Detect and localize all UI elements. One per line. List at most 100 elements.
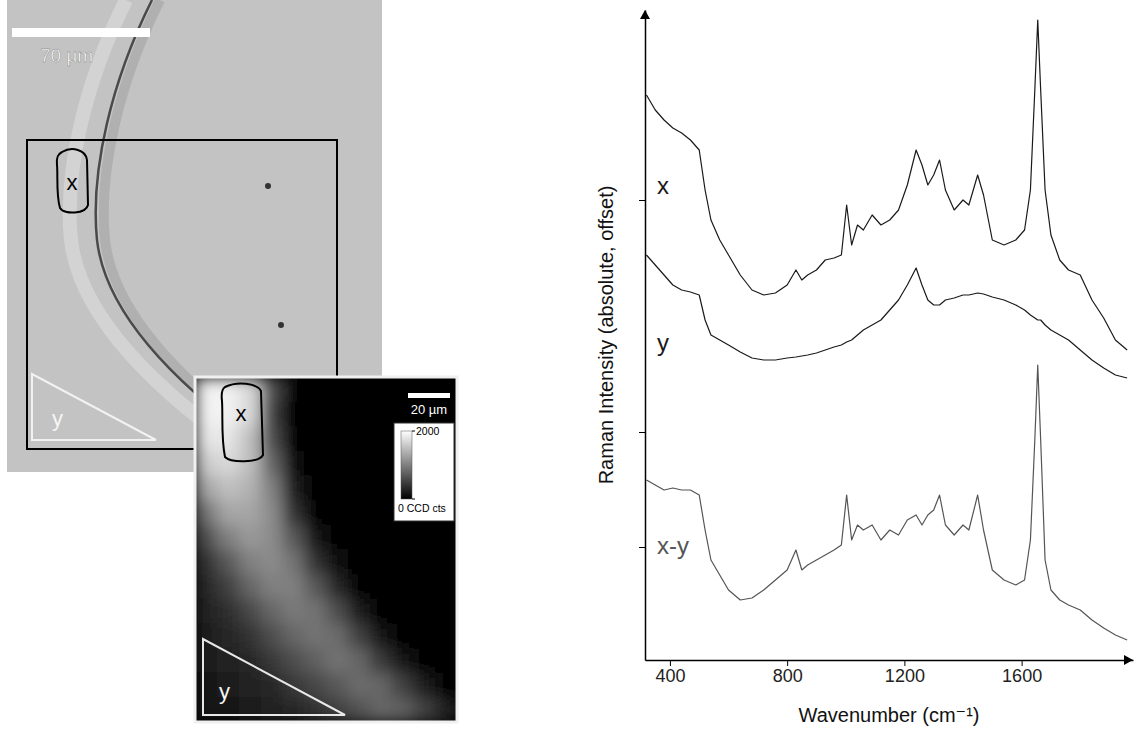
region-label: y — [52, 406, 63, 431]
map-cell — [239, 697, 261, 722]
y-axis-line — [645, 11, 647, 661]
map-cell — [239, 377, 261, 402]
map-cell — [413, 648, 435, 673]
map-cell — [282, 574, 304, 599]
map-cell — [195, 550, 217, 575]
map-cell — [348, 574, 370, 599]
colorbar-tick-label: 0 CCD cts — [398, 502, 446, 514]
map-cell — [413, 574, 435, 599]
map-cell — [304, 500, 326, 525]
map-cell — [282, 426, 304, 451]
series-label: y — [657, 329, 669, 356]
map-cell — [326, 426, 348, 451]
map-cell — [261, 426, 283, 451]
map-cell — [435, 697, 457, 722]
map-cell — [304, 648, 326, 673]
map-cell — [195, 451, 217, 476]
map-cell — [392, 623, 414, 648]
map-cell — [370, 673, 392, 698]
map-cell — [261, 402, 283, 427]
map-cell — [435, 574, 457, 599]
map-cell — [348, 402, 370, 427]
map-cell — [392, 673, 414, 698]
map-cell — [326, 550, 348, 575]
map-cell — [282, 476, 304, 501]
map-cell — [392, 574, 414, 599]
map-cell — [239, 599, 261, 624]
map-cell — [413, 525, 435, 550]
map-cell — [326, 451, 348, 476]
map-cell — [304, 476, 326, 501]
map-cell — [239, 476, 261, 501]
map-cell — [326, 673, 348, 698]
map-cell — [348, 599, 370, 624]
map-cell — [304, 377, 326, 402]
x-axis: 40080012001600 — [646, 660, 1134, 686]
map-cell — [217, 623, 239, 648]
x-tick: 800 — [773, 660, 803, 686]
scale-bar — [408, 393, 450, 398]
map-cell — [370, 574, 392, 599]
map-cell — [348, 377, 370, 402]
map-cell — [348, 500, 370, 525]
map-cell — [282, 402, 304, 427]
map-border — [195, 377, 457, 722]
x-tick: 1600 — [1002, 660, 1042, 686]
y-tick — [639, 547, 645, 548]
scale-bar-label: 70 µm — [40, 45, 93, 66]
x-tick-label: 400 — [655, 666, 685, 686]
map-cell — [239, 623, 261, 648]
map-cell — [326, 574, 348, 599]
map-cell — [413, 697, 435, 722]
map-cell — [348, 550, 370, 575]
map-cell — [261, 525, 283, 550]
spectrum-line — [646, 255, 1127, 378]
map-cell — [326, 402, 348, 427]
map-cell — [282, 500, 304, 525]
map-cell — [413, 623, 435, 648]
map-cell — [413, 550, 435, 575]
raman-map: xy20 µm20000 CCD cts — [195, 377, 458, 723]
region-outline — [222, 384, 263, 462]
map-cell — [370, 377, 392, 402]
map-area-frame — [27, 140, 337, 449]
map-cell — [282, 648, 304, 673]
map-cell — [370, 648, 392, 673]
map-cell — [348, 697, 370, 722]
map-cell — [304, 525, 326, 550]
plot-lines — [646, 20, 1127, 640]
region-label: x — [236, 401, 247, 426]
map-cell — [304, 426, 326, 451]
map-cell — [282, 377, 304, 402]
map-cell — [348, 476, 370, 501]
map-cell — [326, 476, 348, 501]
spectra-chart: 40080012001600Wavenumber (cm⁻¹)Raman Int… — [595, 10, 1134, 726]
map-cell — [370, 402, 392, 427]
x-tick-label: 800 — [773, 666, 803, 686]
map-cell — [304, 451, 326, 476]
map-cell — [435, 377, 457, 402]
map-cell — [348, 451, 370, 476]
map-cell — [392, 599, 414, 624]
map-cell — [348, 426, 370, 451]
map-cell — [435, 648, 457, 673]
region-label: x — [67, 170, 78, 195]
map-cell — [217, 525, 239, 550]
map-cell — [326, 697, 348, 722]
y-tick-mark — [639, 200, 645, 201]
map-cell — [370, 550, 392, 575]
map-cell — [261, 377, 283, 402]
map-background — [195, 377, 457, 722]
map-cell — [217, 599, 239, 624]
map-cell — [217, 377, 239, 402]
map-cell — [261, 574, 283, 599]
x-axis-title: Wavenumber (cm⁻¹) — [799, 704, 980, 726]
map-cell — [435, 673, 457, 698]
map-cell — [348, 623, 370, 648]
map-cell — [370, 476, 392, 501]
colorbar: 20000 CCD cts — [394, 423, 454, 521]
colorbar-box — [394, 423, 454, 521]
map-cell — [282, 697, 304, 722]
y-tick-mark — [639, 432, 645, 433]
map-cell — [348, 673, 370, 698]
